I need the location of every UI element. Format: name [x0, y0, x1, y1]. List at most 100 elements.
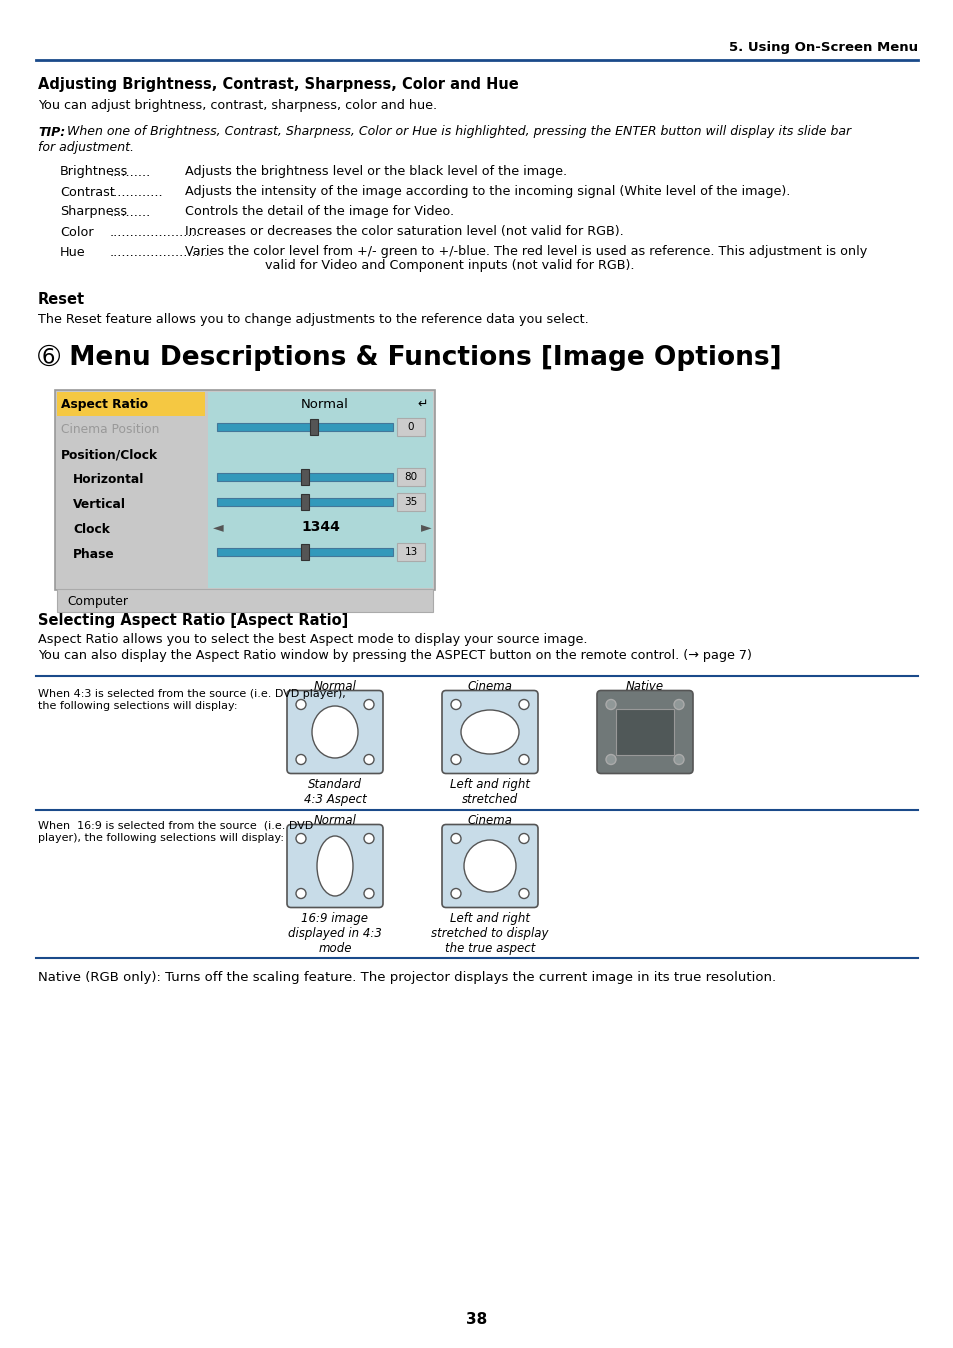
FancyBboxPatch shape	[301, 545, 309, 559]
Text: 80: 80	[404, 472, 417, 483]
FancyBboxPatch shape	[57, 589, 433, 612]
Text: 16:9 image
displayed in 4:3
mode: 16:9 image displayed in 4:3 mode	[288, 913, 381, 954]
Text: Phase: Phase	[73, 549, 114, 561]
Text: .............: .............	[110, 186, 164, 198]
Text: 1344: 1344	[301, 520, 340, 534]
FancyBboxPatch shape	[396, 493, 424, 511]
Text: Normal: Normal	[314, 813, 356, 826]
Text: Hue: Hue	[60, 245, 86, 259]
Text: valid for Video and Component inputs (not valid for RGB).: valid for Video and Component inputs (no…	[185, 260, 634, 272]
Text: You can adjust brightness, contrast, sharpness, color and hue.: You can adjust brightness, contrast, sha…	[38, 100, 436, 112]
Text: Reset: Reset	[38, 293, 85, 307]
FancyBboxPatch shape	[216, 549, 393, 555]
Text: Native: Native	[625, 679, 663, 693]
Text: Aspect Ratio: Aspect Ratio	[61, 398, 148, 411]
Circle shape	[295, 755, 306, 764]
Text: Horizontal: Horizontal	[73, 473, 144, 487]
Circle shape	[295, 888, 306, 899]
Circle shape	[605, 755, 616, 764]
Text: Cinema: Cinema	[467, 813, 512, 826]
Circle shape	[673, 755, 683, 764]
Text: Brightness: Brightness	[60, 166, 129, 178]
Text: TIP:: TIP:	[38, 125, 65, 139]
FancyBboxPatch shape	[310, 419, 317, 435]
FancyBboxPatch shape	[396, 418, 424, 435]
Text: Left and right
stretched to display
the true aspect: Left and right stretched to display the …	[431, 913, 548, 954]
Text: 13: 13	[404, 547, 417, 557]
Ellipse shape	[463, 840, 516, 892]
Text: When 4:3 is selected from the source (i.e. DVD player),: When 4:3 is selected from the source (i.…	[38, 689, 345, 700]
Text: 35: 35	[404, 497, 417, 507]
Text: Cinema: Cinema	[467, 679, 512, 693]
Text: for adjustment.: for adjustment.	[38, 140, 133, 154]
Text: ◄: ◄	[213, 520, 223, 534]
Text: Adjusts the intensity of the image according to the incoming signal (White level: Adjusts the intensity of the image accor…	[185, 186, 789, 198]
Text: The Reset feature allows you to change adjustments to the reference data you sel: The Reset feature allows you to change a…	[38, 314, 588, 326]
FancyBboxPatch shape	[597, 690, 692, 774]
Ellipse shape	[460, 710, 518, 754]
Text: Normal: Normal	[301, 398, 349, 411]
Circle shape	[364, 833, 374, 844]
Text: Contrast: Contrast	[60, 186, 114, 198]
Text: 5. Using On-Screen Menu: 5. Using On-Screen Menu	[728, 42, 917, 54]
Circle shape	[518, 833, 529, 844]
Text: ►: ►	[420, 520, 431, 534]
Circle shape	[518, 700, 529, 709]
Text: Aspect Ratio allows you to select the best Aspect mode to display your source im: Aspect Ratio allows you to select the be…	[38, 634, 587, 647]
Circle shape	[451, 755, 460, 764]
Text: Controls the detail of the image for Video.: Controls the detail of the image for Vid…	[185, 205, 454, 218]
Circle shape	[364, 700, 374, 709]
Circle shape	[451, 700, 460, 709]
FancyBboxPatch shape	[208, 392, 433, 588]
Text: .........................: .........................	[110, 245, 213, 259]
Text: Adjusting Brightness, Contrast, Sharpness, Color and Hue: Adjusting Brightness, Contrast, Sharpnes…	[38, 77, 518, 93]
FancyBboxPatch shape	[287, 690, 382, 774]
Text: ......................: ......................	[110, 225, 200, 239]
Text: Selecting Aspect Ratio [Aspect Ratio]: Selecting Aspect Ratio [Aspect Ratio]	[38, 612, 348, 628]
FancyBboxPatch shape	[396, 543, 424, 561]
Text: ↵: ↵	[416, 398, 427, 411]
Text: Position/Clock: Position/Clock	[61, 448, 158, 461]
Text: Color: Color	[60, 225, 93, 239]
Text: Native (RGB only): Turns off the scaling feature. The projector displays the cur: Native (RGB only): Turns off the scaling…	[38, 972, 776, 984]
Circle shape	[451, 833, 460, 844]
Text: Clock: Clock	[73, 523, 110, 537]
Text: Normal: Normal	[314, 679, 356, 693]
FancyBboxPatch shape	[55, 390, 435, 590]
Text: 0: 0	[407, 422, 414, 431]
Text: Standard
4:3 Aspect: Standard 4:3 Aspect	[303, 778, 366, 806]
FancyBboxPatch shape	[216, 473, 393, 481]
Circle shape	[295, 700, 306, 709]
Circle shape	[364, 888, 374, 899]
Text: Increases or decreases the color saturation level (not valid for RGB).: Increases or decreases the color saturat…	[185, 225, 623, 239]
Text: ..........: ..........	[110, 166, 152, 178]
Text: 38: 38	[466, 1313, 487, 1328]
Text: You can also display the Aspect Ratio window by pressing the ASPECT button on th: You can also display the Aspect Ratio wi…	[38, 650, 751, 662]
FancyBboxPatch shape	[441, 825, 537, 907]
FancyBboxPatch shape	[287, 825, 382, 907]
FancyBboxPatch shape	[396, 468, 424, 487]
Text: Computer: Computer	[67, 594, 128, 608]
Text: Vertical: Vertical	[73, 497, 126, 511]
FancyBboxPatch shape	[57, 392, 205, 417]
Text: Varies the color level from +/- green to +/-blue. The red level is used as refer: Varies the color level from +/- green to…	[185, 245, 866, 259]
Text: ➅ Menu Descriptions & Functions [Image Options]: ➅ Menu Descriptions & Functions [Image O…	[38, 345, 781, 371]
Text: Adjusts the brightness level or the black level of the image.: Adjusts the brightness level or the blac…	[185, 166, 566, 178]
FancyBboxPatch shape	[216, 497, 393, 506]
Circle shape	[518, 888, 529, 899]
Text: Cinema Position: Cinema Position	[61, 423, 159, 435]
Circle shape	[518, 755, 529, 764]
Text: Sharpness: Sharpness	[60, 205, 127, 218]
Text: player), the following selections will display:: player), the following selections will d…	[38, 833, 284, 842]
Text: the following selections will display:: the following selections will display:	[38, 701, 237, 710]
Circle shape	[295, 833, 306, 844]
Circle shape	[364, 755, 374, 764]
Text: Left and right
stretched: Left and right stretched	[450, 778, 530, 806]
Text: When  16:9 is selected from the source  (i.e. DVD: When 16:9 is selected from the source (i…	[38, 821, 313, 830]
FancyBboxPatch shape	[301, 493, 309, 510]
Ellipse shape	[316, 836, 353, 896]
Circle shape	[605, 700, 616, 709]
FancyBboxPatch shape	[216, 423, 393, 431]
FancyBboxPatch shape	[301, 469, 309, 485]
Circle shape	[673, 700, 683, 709]
